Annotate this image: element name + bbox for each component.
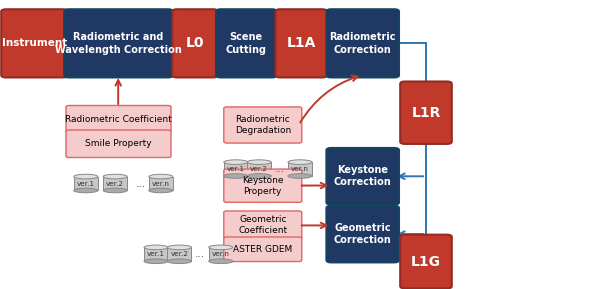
FancyBboxPatch shape (1, 9, 68, 77)
Ellipse shape (74, 174, 98, 179)
Text: Geometric
Correction: Geometric Correction (334, 223, 392, 245)
Ellipse shape (209, 259, 233, 264)
FancyBboxPatch shape (224, 169, 302, 202)
Text: Scene
Cutting: Scene Cutting (226, 32, 267, 55)
FancyBboxPatch shape (66, 130, 171, 158)
FancyBboxPatch shape (288, 162, 312, 176)
Text: ver.n: ver.n (291, 166, 309, 172)
Text: Keystone
Property: Keystone Property (242, 176, 284, 196)
Ellipse shape (74, 188, 98, 193)
Ellipse shape (209, 245, 233, 250)
FancyBboxPatch shape (74, 177, 98, 190)
FancyBboxPatch shape (216, 9, 277, 77)
Text: ver.1: ver.1 (147, 251, 165, 257)
Text: Radiometric Coefficient: Radiometric Coefficient (65, 115, 172, 124)
FancyBboxPatch shape (224, 211, 302, 240)
Ellipse shape (247, 174, 271, 178)
Text: Radiometric
Correction: Radiometric Correction (329, 32, 396, 55)
Text: ver.2: ver.2 (106, 181, 124, 186)
Ellipse shape (103, 174, 127, 179)
Ellipse shape (288, 174, 312, 178)
Ellipse shape (149, 174, 173, 179)
Ellipse shape (144, 259, 168, 264)
FancyBboxPatch shape (400, 235, 452, 288)
FancyBboxPatch shape (326, 206, 399, 262)
Text: ver.2: ver.2 (170, 251, 188, 257)
Text: ver.1: ver.1 (227, 166, 245, 172)
FancyBboxPatch shape (172, 9, 218, 77)
Text: L1G: L1G (411, 255, 441, 268)
Text: ver.1: ver.1 (77, 181, 95, 186)
Ellipse shape (224, 174, 248, 178)
FancyBboxPatch shape (149, 177, 173, 190)
Ellipse shape (149, 188, 173, 193)
Ellipse shape (224, 160, 248, 164)
FancyBboxPatch shape (275, 9, 327, 77)
Text: L1A: L1A (287, 36, 316, 50)
Text: ver.n: ver.n (212, 251, 230, 257)
Text: L0: L0 (186, 36, 204, 50)
Text: L1R: L1R (412, 106, 440, 120)
FancyBboxPatch shape (167, 247, 191, 261)
Text: ASTER GDEM: ASTER GDEM (233, 245, 292, 254)
Text: Geometric
Coefficient: Geometric Coefficient (238, 215, 287, 236)
Text: ver.n: ver.n (152, 181, 170, 186)
FancyBboxPatch shape (64, 9, 173, 77)
FancyBboxPatch shape (103, 177, 127, 190)
Text: Instrument: Instrument (2, 38, 67, 48)
Text: ...: ... (136, 179, 146, 188)
FancyBboxPatch shape (400, 81, 452, 144)
Text: Radiometric
Degradation: Radiometric Degradation (235, 115, 291, 135)
FancyBboxPatch shape (209, 247, 233, 261)
Text: Smile Property: Smile Property (85, 139, 152, 148)
FancyBboxPatch shape (326, 9, 399, 77)
Ellipse shape (144, 245, 168, 250)
FancyBboxPatch shape (326, 148, 399, 205)
Text: ver.2: ver.2 (250, 166, 268, 172)
Ellipse shape (167, 245, 191, 250)
FancyBboxPatch shape (66, 105, 171, 133)
FancyBboxPatch shape (144, 247, 168, 261)
Ellipse shape (247, 160, 271, 164)
Text: ...: ... (275, 164, 284, 174)
FancyBboxPatch shape (224, 237, 302, 262)
FancyBboxPatch shape (247, 162, 271, 176)
Text: ...: ... (196, 249, 205, 259)
Ellipse shape (167, 259, 191, 264)
Text: Radiometric and
Wavelength Correction: Radiometric and Wavelength Correction (55, 32, 182, 55)
Ellipse shape (288, 160, 312, 164)
FancyBboxPatch shape (224, 107, 302, 143)
FancyBboxPatch shape (224, 162, 248, 176)
Text: Keystone
Correction: Keystone Correction (334, 165, 392, 188)
Ellipse shape (103, 188, 127, 193)
